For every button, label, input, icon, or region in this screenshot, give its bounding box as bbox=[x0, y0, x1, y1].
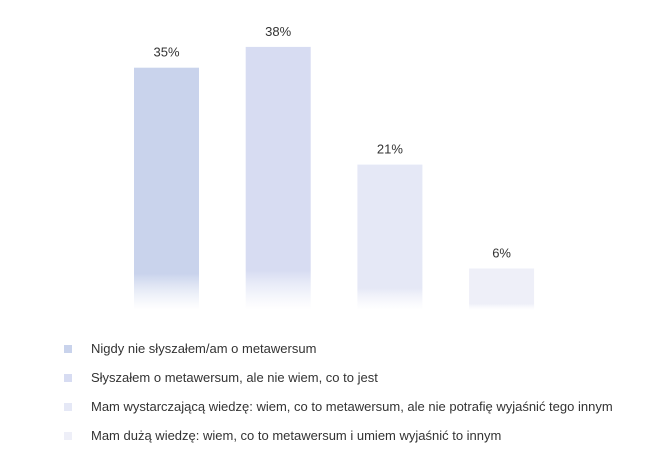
bar-3 bbox=[357, 164, 423, 310]
legend-label-3: Mam wystarczającą wiedzę: wiem, co to me… bbox=[91, 399, 613, 414]
legend-item-3: Mam wystarczającą wiedzę: wiem, co to me… bbox=[64, 392, 644, 421]
bar-chart: 35% 38% 21% 6% bbox=[134, 24, 535, 311]
legend-swatch-1 bbox=[64, 344, 72, 353]
legend-item-1: Nigdy nie słyszałem/am o metawersum bbox=[64, 334, 644, 363]
bar-2 bbox=[245, 46, 311, 311]
value-label-4: 6% bbox=[492, 246, 511, 261]
legend-swatch-2 bbox=[64, 373, 72, 382]
legend-swatch-4 bbox=[64, 431, 72, 440]
bar-4 bbox=[469, 268, 535, 310]
legend-item-2: Słyszałem o metawersum, ale nie wiem, co… bbox=[64, 363, 644, 392]
legend-swatch-3 bbox=[64, 402, 72, 411]
value-label-2: 38% bbox=[265, 24, 291, 39]
value-label-3: 21% bbox=[377, 142, 403, 157]
chart-legend: Nigdy nie słyszałem/am o metawersum Słysz… bbox=[64, 334, 644, 450]
bar-1 bbox=[134, 67, 199, 310]
legend-label-1: Nigdy nie słyszałem/am o metawersum bbox=[91, 341, 317, 356]
value-label-1: 35% bbox=[153, 45, 179, 60]
legend-label-4: Mam dużą wiedzę: wiem, co to metawersum … bbox=[91, 428, 502, 443]
legend-label-2: Słyszałem o metawersum, ale nie wiem, co… bbox=[91, 370, 378, 385]
bars-group bbox=[134, 46, 535, 311]
value-labels-group: 35% 38% 21% 6% bbox=[153, 24, 511, 261]
legend-item-4: Mam dużą wiedzę: wiem, co to metawersum … bbox=[64, 421, 644, 450]
